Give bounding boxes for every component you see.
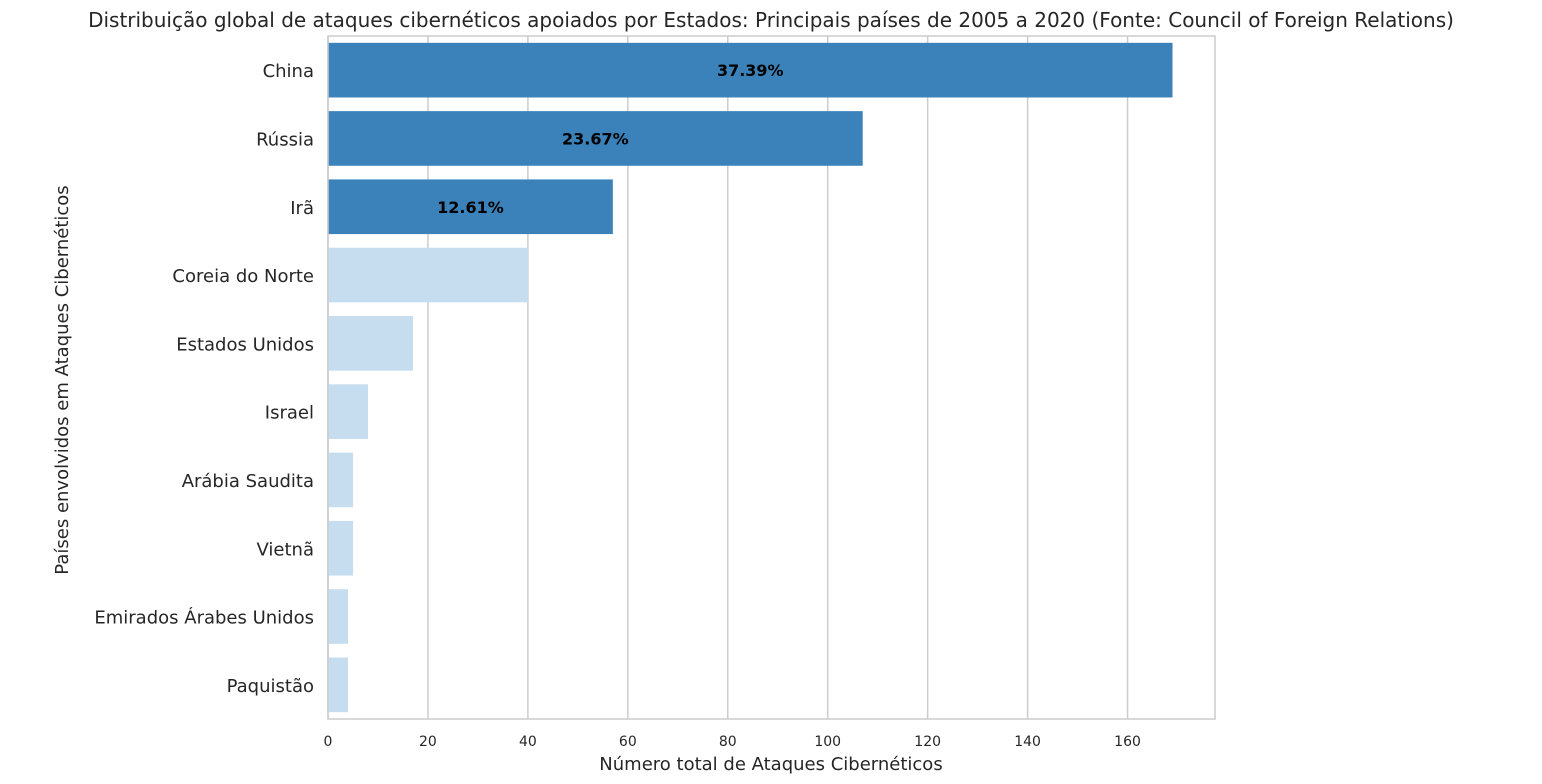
- x-tick-label: 40: [519, 734, 537, 750]
- y-tick-label: Vietnã: [257, 539, 315, 560]
- x-tick-label: 60: [619, 734, 637, 750]
- y-tick-label: Israel: [265, 403, 314, 424]
- x-tick-label: 100: [814, 734, 841, 750]
- bar: [328, 384, 368, 439]
- y-tick-label: China: [263, 61, 314, 82]
- bar: [328, 247, 528, 303]
- x-tick-label: 20: [419, 734, 437, 750]
- bar: [328, 179, 613, 235]
- x-tick-labels: 0 20 40 60 80 100 120 140 160: [324, 734, 1141, 750]
- x-tick-label: 120: [914, 734, 941, 750]
- y-tick-label: Paquistão: [227, 676, 314, 697]
- y-tick-label: Estados Unidos: [176, 334, 314, 355]
- y-tick-label: Coreia do Norte: [172, 266, 314, 287]
- bar: [328, 316, 413, 371]
- x-tick-label: 80: [719, 734, 737, 750]
- bar: [328, 42, 1173, 98]
- x-axis-label: Número total de Ataques Cibernéticos: [599, 754, 942, 775]
- y-tick-label: Irã: [290, 198, 314, 219]
- bar-value-label: 37.39%: [717, 61, 784, 80]
- bars: [328, 42, 1173, 713]
- bar: [328, 657, 348, 713]
- y-tick-label: Arábia Saudita: [182, 471, 314, 492]
- y-tick-label: Emirados Árabes Unidos: [94, 607, 314, 629]
- x-tick-label: 160: [1114, 734, 1141, 750]
- bar: [328, 589, 348, 644]
- x-tick-label: 140: [1014, 734, 1041, 750]
- x-tick-label: 0: [324, 734, 333, 750]
- bar-value-labels: 37.39% 23.67% 12.61%: [437, 61, 783, 217]
- y-tick-labels: China Rússia Irã Coreia do Norte Estados Uni…: [94, 61, 314, 697]
- chart-title: Distribuição global de ataques cibernéti…: [88, 8, 1454, 32]
- y-tick-label: Rússia: [256, 129, 314, 150]
- bar: [328, 520, 353, 576]
- bar: [328, 452, 353, 508]
- y-axis-label: Países envolvidos em Ataques Cibernético…: [52, 185, 73, 574]
- bar: [328, 111, 863, 166]
- bar-value-label: 12.61%: [437, 198, 504, 217]
- plot-frame: [327, 35, 1216, 720]
- bar-value-label: 23.67%: [562, 129, 629, 148]
